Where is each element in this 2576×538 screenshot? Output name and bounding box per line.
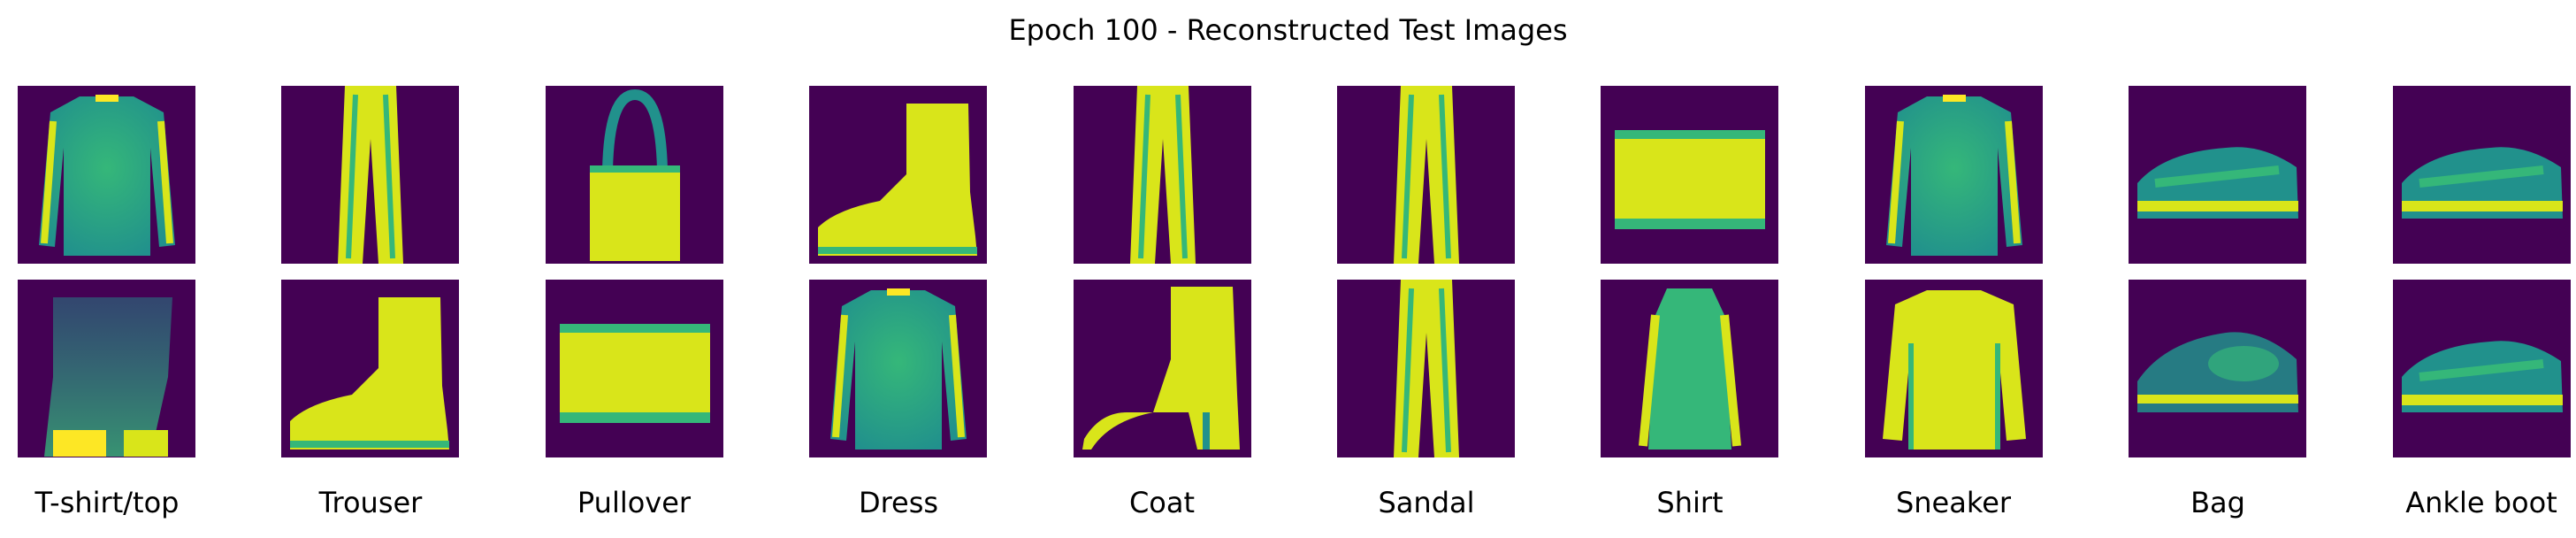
reconstructed-image-trouser <box>1074 86 1251 264</box>
reconstructed-image-boot-blur <box>18 280 195 457</box>
class-label: Shirt <box>1656 486 1724 519</box>
reconstructed-image-shirt <box>809 280 987 457</box>
class-label: Dress <box>858 486 939 519</box>
reconstructed-image-trouser <box>1337 86 1515 264</box>
reconstructed-image-bag <box>546 86 723 264</box>
reconstructed-image-trouser <box>281 86 459 264</box>
reconstructed-image-sneaker <box>2393 86 2571 264</box>
reconstructed-image-sneaker <box>2393 280 2571 457</box>
reconstructed-image-boot-heel <box>1074 280 1251 457</box>
class-label: Sneaker <box>1895 486 2012 519</box>
reconstructed-image-bag-flat <box>1601 86 1778 264</box>
reconstructed-image-shirt <box>1865 86 2043 264</box>
class-label: Bag <box>2190 486 2245 519</box>
reconstructed-image-dress <box>1601 280 1778 457</box>
class-label: Coat <box>1128 486 1196 519</box>
reconstructed-image-sneaker-blur <box>2129 280 2306 457</box>
class-label: Sandal <box>1378 486 1475 519</box>
class-label: T-shirt/top <box>34 486 180 519</box>
reconstructed-image-shirt <box>18 86 195 264</box>
reconstructed-image-bag-flat <box>546 280 723 457</box>
reconstructed-image-boot <box>281 280 459 457</box>
class-label: Pullover <box>577 486 692 519</box>
reconstructed-image-boot <box>809 86 987 264</box>
reconstructed-image-trouser <box>1337 280 1515 457</box>
figure-title: Epoch 100 - Reconstructed Test Images <box>1008 13 1568 47</box>
class-label: Ankle boot <box>2405 486 2557 519</box>
class-label: Trouser <box>318 486 423 519</box>
reconstructed-image-sneaker <box>2129 86 2306 264</box>
reconstructed-image-shirt-bright <box>1865 280 2043 457</box>
